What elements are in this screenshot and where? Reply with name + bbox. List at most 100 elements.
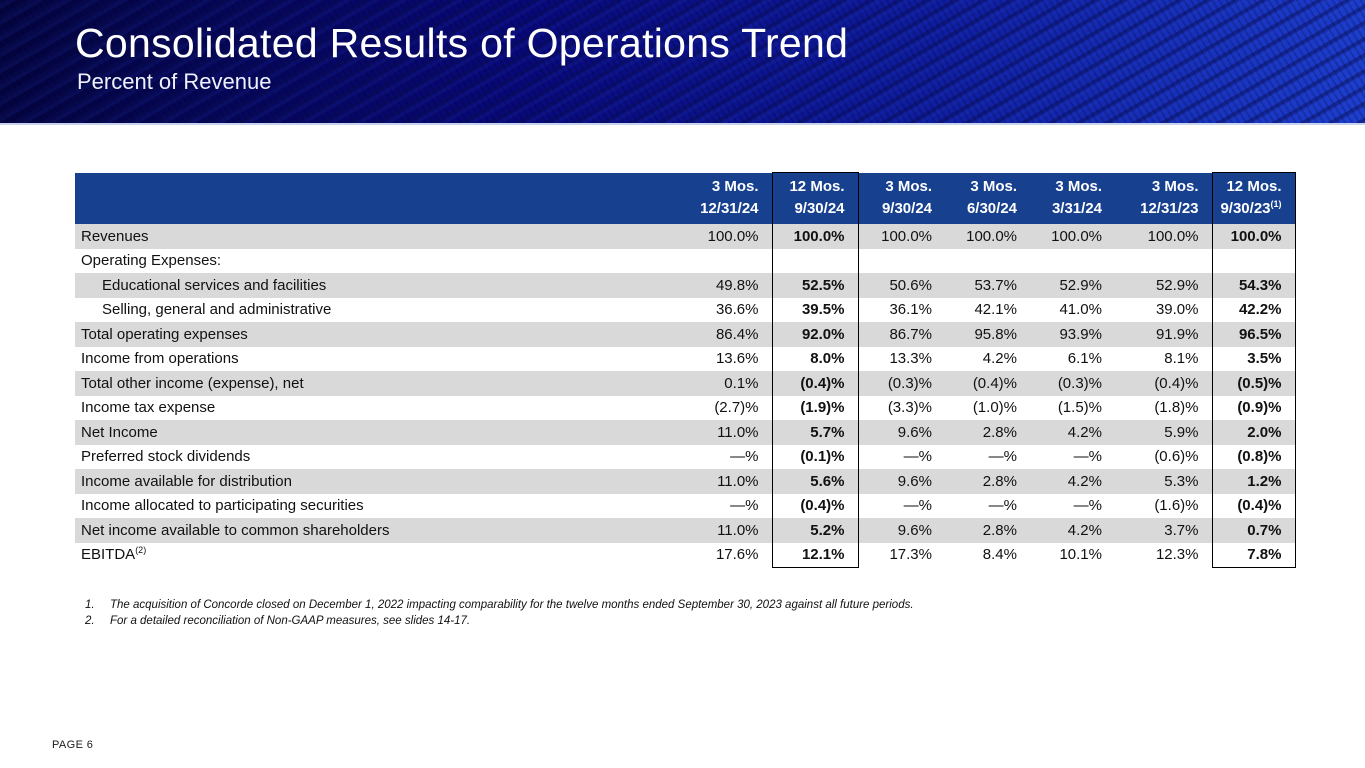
value-cell: (0.1)% xyxy=(771,444,859,469)
table-row: Net income available to common sharehold… xyxy=(75,518,1296,543)
row-label: Net Income xyxy=(75,420,645,445)
value-cell: 13.3% xyxy=(889,350,932,368)
value-cell: (0.5)% xyxy=(1211,371,1296,396)
column-date: 9/30/24 xyxy=(794,200,845,217)
value-cell: (0.6)% xyxy=(1154,448,1199,466)
table-row: Operating Expenses: xyxy=(75,248,1296,274)
table-row: EBITDA(2) 17.6% 12.1% 17.3% 8.4% 10.1% 12.3% 7.… xyxy=(75,542,1296,568)
table-row: Preferred stock dividends —% (0.1)% —% —% —% (… xyxy=(75,444,1296,469)
value-cell: (0.4)% xyxy=(1115,371,1212,396)
value-cell: 95.8% xyxy=(945,322,1030,347)
value-cell: 100.0% xyxy=(945,224,1030,249)
row-label: Selling, general and administrative xyxy=(102,301,332,319)
value-cell: 2.8% xyxy=(945,469,1030,494)
row-label: Income from operations xyxy=(81,350,239,368)
value-cell: 96.5% xyxy=(1211,322,1296,347)
value-cell: 4.2% xyxy=(982,350,1017,368)
value-cell: 5.9% xyxy=(1115,420,1212,445)
column-header-12Mos-9-30-23: 12 Mos. 9/30/23(1) xyxy=(1211,172,1296,224)
column-date: 3/31/24 xyxy=(1051,199,1102,217)
value-cell: 86.7% xyxy=(858,322,945,347)
value-cell: 86.4% xyxy=(645,322,772,347)
value-cell: 91.9% xyxy=(1115,322,1212,347)
value-cell: 0.7% xyxy=(1211,518,1296,543)
column-header-3Mos-12-31-23: 3 Mos. 12/31/23 xyxy=(1115,172,1212,224)
value-cell: 100.0% xyxy=(771,224,859,249)
footnotes: 1. The acquisition of Concorde closed on … xyxy=(85,597,1285,629)
value-cell: 8.1% xyxy=(1164,350,1199,368)
value-cell: —% xyxy=(730,448,759,466)
value-cell: 3.7% xyxy=(1115,518,1212,543)
value-cell: —% xyxy=(903,497,932,515)
value-cell: 53.7% xyxy=(945,273,1030,298)
value-cell: 6.1% xyxy=(1067,350,1102,368)
value-cell: 4.2% xyxy=(1030,518,1115,543)
value-cell: (0.3)% xyxy=(1030,371,1115,396)
table-row: Income from operations 13.6% 8.0% 13.3% 4.2%… xyxy=(75,346,1296,371)
footnote: 2. For a detailed reconciliation of Non-G… xyxy=(85,613,1285,629)
value-cell: (1.0)% xyxy=(972,399,1017,417)
value-cell: —% xyxy=(1073,448,1102,466)
value-cell: —% xyxy=(903,448,932,466)
value-cell: 39.5% xyxy=(771,297,859,322)
value-cell: 92.0% xyxy=(771,322,859,347)
row-label: Total other income (expense), net xyxy=(75,371,645,396)
column-period: 3 Mos. xyxy=(970,177,1017,195)
column-date: 6/30/24 xyxy=(966,199,1017,217)
table-row: Total other income (expense), net 0.1% (0.… xyxy=(75,371,1296,396)
value-cell: —% xyxy=(730,497,759,515)
column-period: 12 Mos. xyxy=(789,178,845,195)
value-cell: 36.1% xyxy=(889,301,932,319)
column-period: 3 Mos. xyxy=(711,177,759,195)
row-label: Income tax expense xyxy=(81,399,216,417)
row-label: Net income available to common sharehold… xyxy=(75,518,645,543)
column-date: 12/31/23 xyxy=(1140,199,1199,217)
column-period: 3 Mos. xyxy=(885,177,932,195)
value-cell: 9.6% xyxy=(858,518,945,543)
value-cell: (0.8)% xyxy=(1211,444,1296,469)
value-cell: 8.4% xyxy=(982,546,1017,564)
value-cell: 100.0% xyxy=(858,224,945,249)
value-cell: (1.6)% xyxy=(1154,497,1199,515)
value-cell: 5.7% xyxy=(771,420,859,445)
footnote-text: The acquisition of Concorde closed on De… xyxy=(110,599,914,611)
value-cell: 41.0% xyxy=(1059,301,1102,319)
value-cell: 2.0% xyxy=(1211,420,1296,445)
value-cell xyxy=(645,249,772,274)
column-header-3Mos-3-31-24: 3 Mos. 3/31/24 xyxy=(1030,172,1115,224)
value-cell: 52.5% xyxy=(771,273,859,298)
row-label: EBITDA(2) xyxy=(81,545,147,564)
value-cell: 0.1% xyxy=(645,371,772,396)
value-cell: 39.0% xyxy=(1155,301,1199,319)
column-header-3Mos-9-30-24: 3 Mos. 9/30/24 xyxy=(858,172,945,224)
slide-title: Consolidated Results of Operations Trend xyxy=(75,20,849,66)
value-cell: 100.0% xyxy=(1211,224,1296,249)
value-cell: —% xyxy=(988,497,1017,515)
value-cell: 11.0% xyxy=(645,469,772,494)
value-cell: 10.1% xyxy=(1059,546,1102,564)
page-number: PAGE 6 xyxy=(52,739,94,751)
value-cell xyxy=(771,248,859,273)
value-cell: 1.2% xyxy=(1211,469,1296,494)
table-row: Income available for distribution 11.0% 5.… xyxy=(75,469,1296,494)
value-cell: (0.4)% xyxy=(771,493,859,518)
value-cell: 5.6% xyxy=(771,469,859,494)
value-cell: 52.9% xyxy=(1030,273,1115,298)
column-date: 12/31/24 xyxy=(700,199,759,217)
column-period: 3 Mos. xyxy=(1151,177,1199,195)
value-cell: (3.3)% xyxy=(887,399,932,417)
value-cell: 100.0% xyxy=(1030,224,1115,249)
value-cell xyxy=(858,249,945,274)
column-header-3Mos-6-30-24: 3 Mos. 6/30/24 xyxy=(945,172,1030,224)
row-label: Operating Expenses: xyxy=(81,252,222,270)
value-cell: 42.2% xyxy=(1211,297,1296,322)
value-cell: 9.6% xyxy=(858,469,945,494)
table-row: Educational services and facilities 49.8%… xyxy=(75,273,1296,298)
footnote-marker: (2) xyxy=(135,545,147,556)
value-cell xyxy=(1115,249,1212,274)
header-label-cell xyxy=(75,172,645,224)
value-cell: 100.0% xyxy=(645,224,772,249)
column-header-3Mos-12-31-24: 3 Mos. 12/31/24 xyxy=(645,172,772,224)
value-cell: 17.3% xyxy=(889,546,932,564)
